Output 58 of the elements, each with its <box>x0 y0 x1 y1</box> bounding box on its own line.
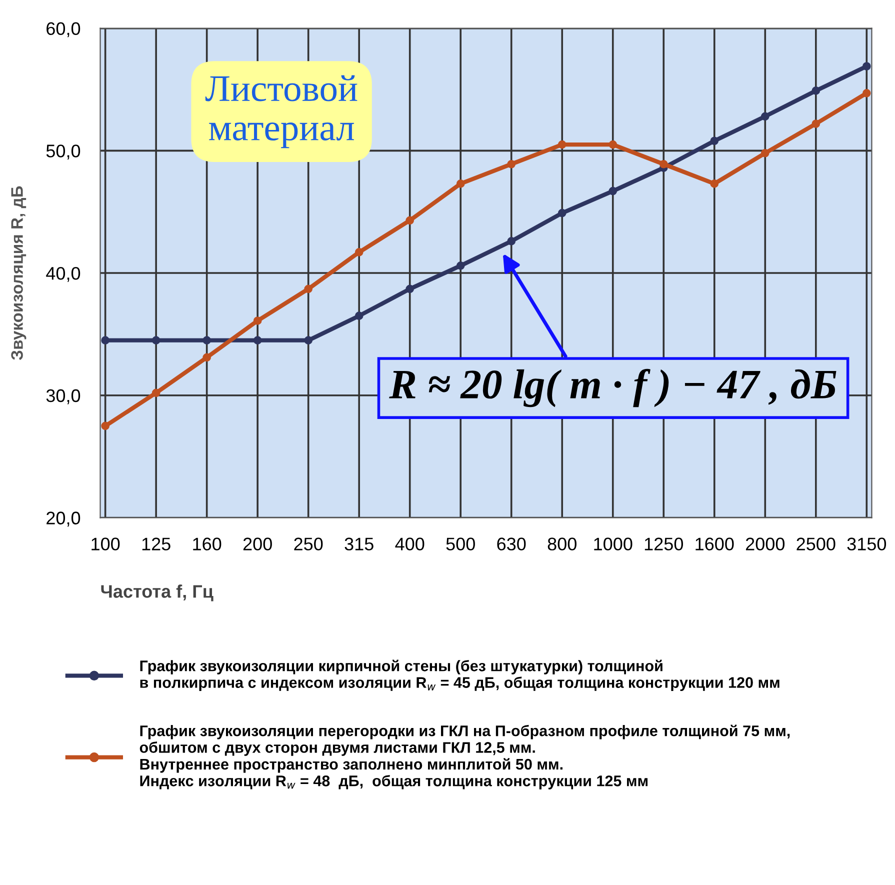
y-tick-label: 60,0 <box>46 22 80 38</box>
point <box>507 160 516 168</box>
x-tick-label: 2500 <box>796 538 836 550</box>
x-tick-label: 250 <box>294 538 323 550</box>
point <box>659 160 668 168</box>
legend-label: График звукоизоляции кирпичной стены (без штукатурки) толщиной в полкирпича с индексом изоляции R$_{w}$ = 45 дБ, общая толщина конструкции 120 мм <box>140 660 780 691</box>
point <box>558 208 566 218</box>
x-tick-label: 1000 <box>594 538 632 550</box>
x-tick-label: 400 <box>395 538 424 550</box>
legend-label: График звукоизоляции перегородки из ГКЛ на П-образном профиле толщиной 75 мм, обшитом с двух сторон двумя листами ГКЛ 12,5 мм. Внутреннее пространство заполнено минплитой 50 мм. Индекс изоляции R$_{w}$ = 48 дБ, общая толщина конструкции 125 мм <box>140 724 790 790</box>
point <box>507 237 516 246</box>
y-tick-label: 20,0 <box>46 512 80 527</box>
point <box>101 336 110 344</box>
x-tick-label: 500 <box>446 538 475 550</box>
point <box>152 336 160 344</box>
point <box>760 112 770 121</box>
point <box>608 140 618 149</box>
x-axis-title: Частота f, Гц <box>101 584 214 602</box>
point <box>202 336 211 344</box>
y-tick-label: 30,0 <box>46 389 80 404</box>
point <box>253 336 262 344</box>
point <box>304 336 313 344</box>
x-tick-label: 315 <box>344 538 374 550</box>
point <box>354 248 364 256</box>
annotation: Листовой материал <box>205 75 358 148</box>
y-axis-title: Звукоизоляция R, дБ <box>11 186 26 360</box>
point <box>862 89 871 98</box>
annotation: R ≈ 20 lg( m · f ) − 47 , дБ <box>389 368 836 408</box>
point <box>202 353 211 362</box>
point <box>101 422 110 430</box>
point <box>253 316 262 325</box>
point <box>406 216 414 225</box>
x-tick-label: 2000 <box>746 538 785 550</box>
point <box>862 62 871 70</box>
point <box>812 86 820 95</box>
point <box>760 148 770 158</box>
point <box>812 120 820 128</box>
point <box>406 284 414 294</box>
point <box>710 180 719 188</box>
point <box>710 136 719 146</box>
point <box>456 262 465 270</box>
x-tick-label: 200 <box>243 538 272 550</box>
point <box>456 180 465 188</box>
point <box>354 312 364 320</box>
point <box>608 186 618 196</box>
x-tick-label: 1250 <box>644 538 684 550</box>
x-tick-label: 3150 <box>847 538 886 550</box>
x-tick-label: 630 <box>497 538 526 550</box>
point <box>558 140 566 149</box>
x-tick-label: 100 <box>92 538 120 550</box>
point <box>304 284 313 294</box>
y-tick-label: 40,0 <box>46 266 80 282</box>
y-tick-label: 50,0 <box>46 144 80 160</box>
point <box>152 388 160 398</box>
x-tick-label: 800 <box>548 538 576 550</box>
x-tick-label: 160 <box>193 538 222 550</box>
x-tick-label: 125 <box>142 538 170 550</box>
x-tick-label: 1600 <box>696 538 734 550</box>
